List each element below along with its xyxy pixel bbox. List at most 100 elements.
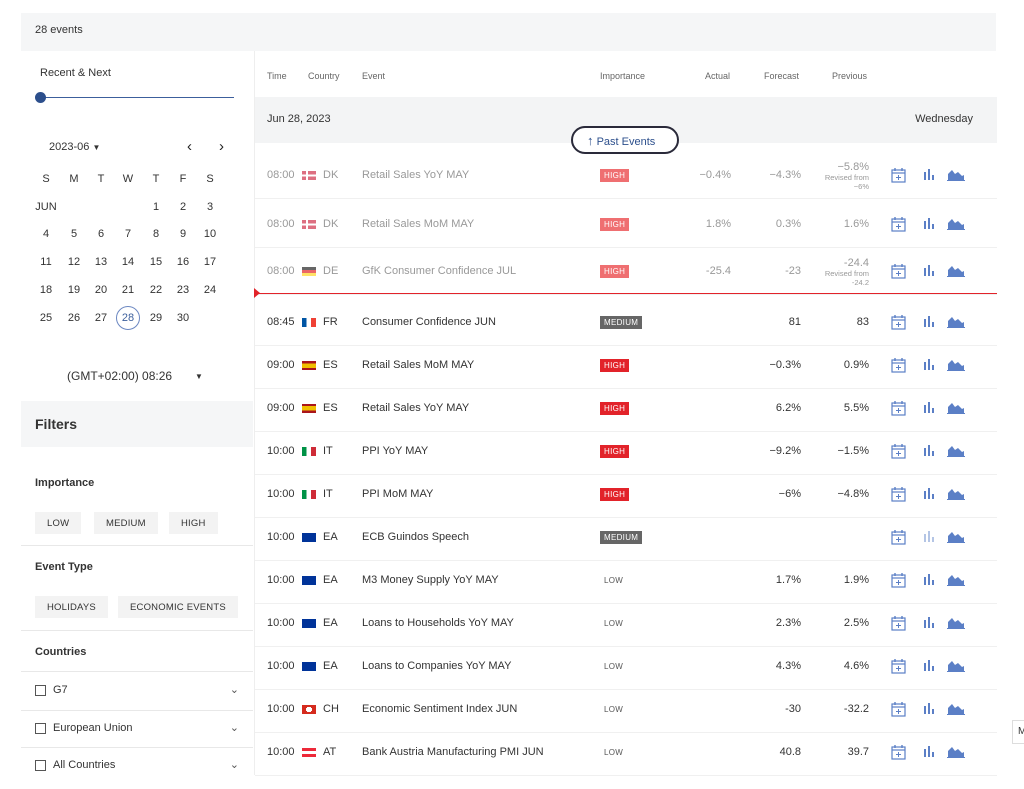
checkbox[interactable] bbox=[35, 723, 46, 734]
country-group-all[interactable]: All Countries ⌄ bbox=[21, 748, 253, 784]
calendar-day[interactable]: 17 bbox=[203, 256, 217, 268]
calendar-day[interactable]: 3 bbox=[206, 201, 214, 213]
area-chart-icon[interactable] bbox=[947, 216, 965, 233]
table-row[interactable]: 08:45 FR Consumer Confidence JUN MEDIUM 81 83 bbox=[255, 302, 997, 345]
area-chart-icon[interactable] bbox=[947, 314, 965, 331]
chevron-down-icon[interactable]: ⌄ bbox=[229, 684, 239, 696]
event-type-economic-chip[interactable]: ECONOMIC EVENTS bbox=[118, 596, 238, 618]
bar-chart-icon[interactable] bbox=[923, 572, 937, 589]
table-row[interactable]: 10:00 AT Bank Austria Manufacturing PMI JU… bbox=[255, 732, 997, 775]
bar-chart-icon[interactable] bbox=[923, 486, 937, 503]
table-row[interactable]: 10:00 IT PPI YoY MAY HIGH −9.2% −1.5% bbox=[255, 431, 997, 474]
table-row[interactable]: 10:00 EA Loans to Companies YoY MAY LOW 4.3%… bbox=[255, 646, 997, 689]
bar-chart-icon[interactable] bbox=[923, 658, 937, 675]
table-row[interactable]: 08:00 DK Retail Sales MoM MAY HIGH 1.8% 0.3% 1… bbox=[255, 204, 997, 247]
calendar-day[interactable]: 1 bbox=[152, 201, 160, 213]
bar-chart-icon[interactable] bbox=[923, 744, 937, 761]
area-chart-icon[interactable] bbox=[947, 701, 965, 718]
area-chart-icon[interactable] bbox=[947, 357, 965, 374]
calendar-day[interactable]: 11 bbox=[40, 256, 52, 268]
area-chart-icon[interactable] bbox=[947, 443, 965, 460]
calendar-day[interactable]: 9 bbox=[179, 228, 187, 240]
calendar-day[interactable]: 5 bbox=[70, 228, 78, 240]
area-chart-icon[interactable] bbox=[947, 658, 965, 675]
importance-low-chip[interactable]: LOW bbox=[35, 512, 82, 534]
calendar-day[interactable]: 30 bbox=[176, 312, 190, 324]
month-select[interactable]: 2023-06 ▼ bbox=[49, 141, 100, 153]
calendar-day[interactable]: 27 bbox=[94, 312, 108, 324]
checkbox[interactable] bbox=[35, 760, 46, 771]
next-month-button[interactable]: › bbox=[219, 138, 224, 155]
importance-medium-chip[interactable]: MEDIUM bbox=[94, 512, 158, 534]
area-chart-icon[interactable] bbox=[947, 400, 965, 417]
bar-chart-icon[interactable] bbox=[923, 167, 937, 184]
calendar-add-icon[interactable] bbox=[891, 744, 906, 763]
calendar-day[interactable]: 15 bbox=[149, 256, 163, 268]
calendar-day[interactable]: 16 bbox=[176, 256, 190, 268]
area-chart-icon[interactable] bbox=[947, 615, 965, 632]
prev-month-button[interactable]: ‹ bbox=[187, 138, 192, 155]
chevron-down-icon[interactable]: ⌄ bbox=[229, 722, 239, 734]
timezone-select[interactable]: (GMT+02:00) 08:26 bbox=[67, 369, 173, 383]
calendar-day[interactable]: 26 bbox=[67, 312, 81, 324]
calendar-day[interactable]: 2 bbox=[179, 201, 187, 213]
calendar-day[interactable]: 13 bbox=[94, 256, 108, 268]
bar-chart-icon[interactable] bbox=[923, 443, 937, 460]
table-row[interactable]: 10:00 CH Economic Sentiment Index JUN LOW -3… bbox=[255, 689, 997, 732]
calendar-day[interactable]: 22 bbox=[149, 284, 163, 296]
calendar-add-icon[interactable] bbox=[891, 314, 906, 333]
table-row[interactable]: 10:00 EA Loans to Households YoY MAY LOW 2.3… bbox=[255, 603, 997, 646]
calendar-day[interactable]: 6 bbox=[97, 228, 105, 240]
table-row[interactable]: 10:00 EA ECB Guindos Speech MEDIUM bbox=[255, 517, 997, 560]
calendar-add-icon[interactable] bbox=[891, 167, 906, 186]
range-slider-track[interactable] bbox=[40, 97, 234, 98]
chevron-down-icon[interactable]: ⌄ bbox=[229, 759, 239, 771]
calendar-add-icon[interactable] bbox=[891, 486, 906, 505]
calendar-day[interactable]: 18 bbox=[39, 284, 53, 296]
calendar-add-icon[interactable] bbox=[891, 263, 906, 282]
calendar-day[interactable]: 4 bbox=[42, 228, 50, 240]
calendar-day[interactable]: 25 bbox=[39, 312, 53, 324]
area-chart-icon[interactable] bbox=[947, 529, 965, 546]
calendar-day[interactable]: 7 bbox=[124, 228, 132, 240]
calendar-add-icon[interactable] bbox=[891, 615, 906, 634]
calendar-add-icon[interactable] bbox=[891, 400, 906, 419]
calendar-add-icon[interactable] bbox=[891, 443, 906, 462]
bar-chart-icon[interactable] bbox=[923, 314, 937, 331]
table-row[interactable]: 10:00 EA M3 Money Supply YoY MAY LOW 1.7% 1.9… bbox=[255, 560, 997, 603]
calendar-day[interactable]: 10 bbox=[203, 228, 217, 240]
area-chart-icon[interactable] bbox=[947, 167, 965, 184]
table-row[interactable]: 09:00 ES Retail Sales YoY MAY HIGH 6.2% 5.5% bbox=[255, 388, 997, 431]
calendar-day[interactable]: 8 bbox=[152, 228, 160, 240]
bar-chart-icon[interactable] bbox=[923, 529, 937, 546]
calendar-day[interactable]: 24 bbox=[203, 284, 217, 296]
bar-chart-icon[interactable] bbox=[923, 263, 937, 280]
bar-chart-icon[interactable] bbox=[923, 400, 937, 417]
bar-chart-icon[interactable] bbox=[923, 701, 937, 718]
table-row[interactable]: 08:00 DE GfK Consumer Confidence JUL HIGH -2… bbox=[255, 251, 997, 294]
selected-day[interactable]: 28 bbox=[116, 306, 140, 330]
table-row[interactable]: 09:00 ES Retail Sales MoM MAY HIGH −0.3% 0.9% bbox=[255, 345, 997, 388]
table-row[interactable]: 08:00 DK Retail Sales YoY MAY HIGH −0.4% −4.3… bbox=[255, 155, 997, 198]
calendar-day[interactable]: 29 bbox=[149, 312, 163, 324]
caret-down-icon[interactable]: ▼ bbox=[195, 372, 203, 381]
calendar-add-icon[interactable] bbox=[891, 216, 906, 235]
importance-high-chip[interactable]: HIGH bbox=[169, 512, 218, 534]
calendar-day[interactable]: 23 bbox=[176, 284, 190, 296]
side-tab[interactable]: M bbox=[1012, 720, 1024, 744]
past-events-button[interactable]: ↑ Past Events bbox=[571, 126, 679, 154]
area-chart-icon[interactable] bbox=[947, 744, 965, 761]
calendar-add-icon[interactable] bbox=[891, 701, 906, 720]
event-type-holidays-chip[interactable]: HOLIDAYS bbox=[35, 596, 108, 618]
country-group-g7[interactable]: G7 ⌄ bbox=[21, 673, 253, 709]
calendar-day[interactable]: 21 bbox=[121, 284, 135, 296]
bar-chart-icon[interactable] bbox=[923, 357, 937, 374]
calendar-add-icon[interactable] bbox=[891, 357, 906, 376]
calendar-add-icon[interactable] bbox=[891, 572, 906, 591]
bar-chart-icon[interactable] bbox=[923, 216, 937, 233]
calendar-add-icon[interactable] bbox=[891, 658, 906, 677]
area-chart-icon[interactable] bbox=[947, 572, 965, 589]
table-row[interactable]: 10:00 IT PPI MoM MAY HIGH −6% −4.8% bbox=[255, 474, 997, 517]
country-group-eu[interactable]: European Union ⌄ bbox=[21, 711, 253, 747]
calendar-day[interactable]: 12 bbox=[67, 256, 81, 268]
